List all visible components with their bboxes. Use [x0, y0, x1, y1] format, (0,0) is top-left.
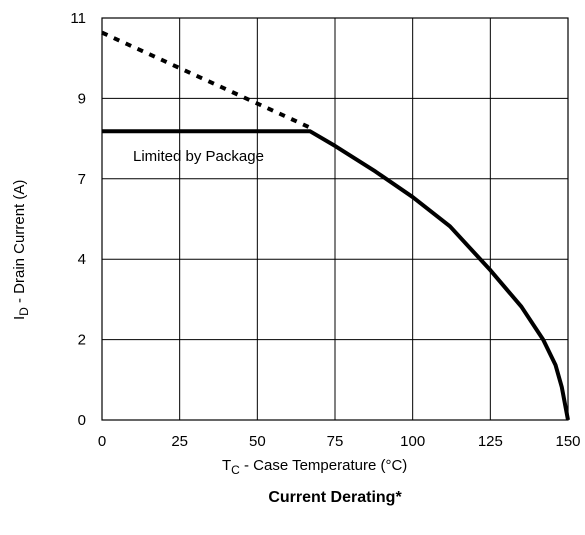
x-axis-label: TC - Case Temperature (°C)	[222, 457, 407, 477]
y-tick-label: 9	[78, 90, 86, 107]
y-tick-label: 7	[78, 171, 86, 188]
y-tick-label: 2	[78, 332, 86, 349]
y-tick-labels: 0 2 4 7 9 11	[70, 10, 86, 429]
annotation-limited-by-package: Limited by Package	[133, 148, 264, 165]
x-tick-label: 150	[555, 433, 580, 450]
x-tick-label: 125	[478, 433, 503, 450]
y-tick-label: 0	[78, 412, 86, 429]
y-tick-label: 4	[78, 251, 86, 268]
y-axis-label: ID - Drain Current (A)	[11, 180, 31, 320]
y-tick-label: 11	[70, 10, 86, 27]
x-tick-label: 75	[327, 433, 344, 450]
series-line-dashed	[101, 30, 311, 130]
plot-series	[101, 30, 570, 421]
x-tick-label: 100	[400, 433, 425, 450]
x-tick-label: 50	[249, 433, 266, 450]
x-tick-label: 0	[98, 433, 106, 450]
plot-frame	[101, 17, 569, 421]
x-tick-label: 25	[171, 433, 188, 450]
chart-title: Current Derating*	[268, 489, 402, 506]
x-tick-labels: 0 25 50 75 100 125 150	[98, 433, 581, 450]
plot-grid	[101, 17, 569, 421]
series-line-solid	[102, 129, 570, 421]
